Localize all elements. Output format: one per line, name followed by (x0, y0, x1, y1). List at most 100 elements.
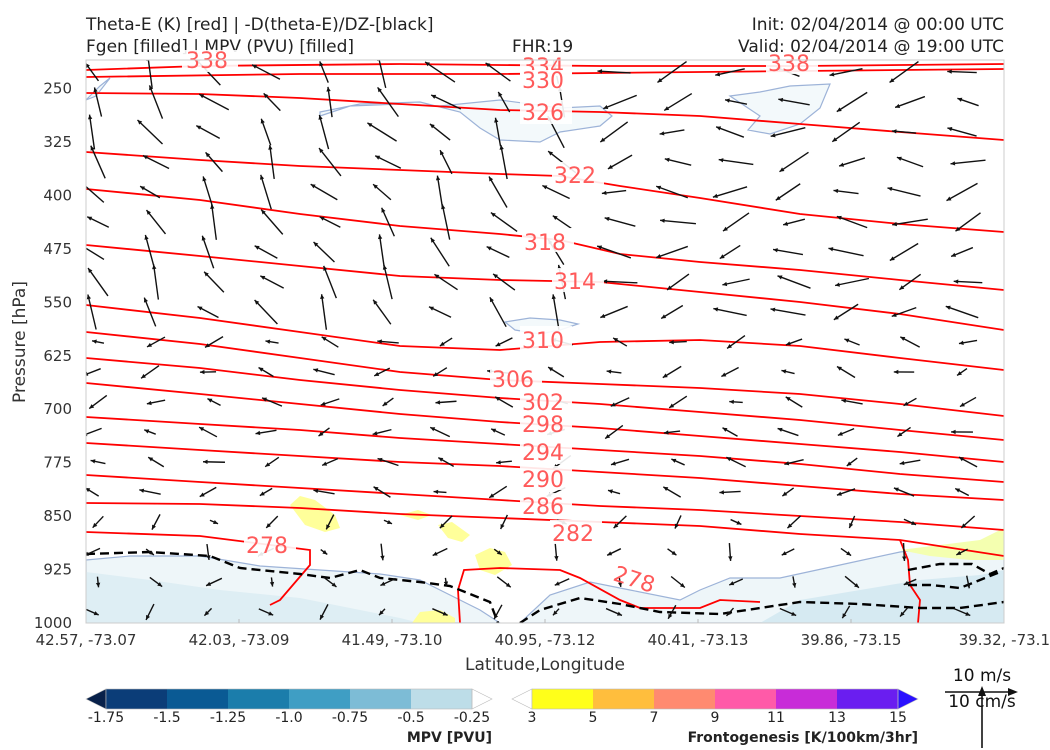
wind-vector-head (430, 427, 436, 432)
wind-vector (318, 114, 330, 150)
wind-vector-head (597, 245, 603, 250)
wind-vector (254, 299, 278, 325)
wind-vector-head (770, 307, 776, 312)
wind-vector-head (722, 226, 728, 232)
wind-vector-head (382, 264, 388, 270)
wind-vector-head (613, 523, 619, 529)
wind-vector (715, 68, 745, 76)
wind-vector-head (431, 94, 437, 99)
wind-vector-head (86, 294, 92, 300)
wind-vector-head (836, 215, 842, 220)
wind-vector-head (318, 114, 323, 120)
wind-vector-head (674, 523, 679, 529)
colorbar-tick-label: -1.25 (210, 710, 246, 726)
wind-vector (434, 273, 458, 291)
contour-label-330: 330 (522, 69, 564, 94)
wind-vector (889, 242, 919, 262)
wind-vector-head (90, 459, 96, 464)
wind-vector-head (252, 64, 258, 69)
wind-vector-head (889, 256, 895, 261)
wind-vector-head (663, 430, 669, 435)
wind-vector-head (377, 457, 383, 463)
colorbar-extend-right (897, 688, 919, 710)
title-left-line2: Fgen [filled] | MPV (PVU) [filled] (86, 37, 355, 57)
wind-vector (327, 86, 333, 118)
wind-vector-head (959, 402, 965, 407)
wind-vector-head (491, 428, 497, 433)
wind-vector-head (88, 114, 93, 120)
wind-vector-head (265, 339, 271, 344)
wind-vector-head (713, 307, 719, 312)
wind-vector-head (438, 457, 444, 462)
wind-vector (372, 299, 392, 325)
wind-vector (148, 85, 164, 119)
y-tick-label: 400 (43, 186, 72, 204)
wind-vector-head (319, 61, 324, 67)
wind-vector (718, 158, 754, 166)
wind-vector-head (607, 164, 613, 169)
wind-vector (892, 218, 928, 226)
contour-label-282: 282 (552, 522, 594, 547)
x-tick-label: 39.32, -73.1 (959, 631, 1050, 649)
y-axis-ticks: 250 325 400 475 550 625 700 775 850 925 1000 (34, 80, 72, 632)
wind-vector-head (260, 275, 266, 280)
y-tick-label: 775 (43, 454, 72, 472)
wind-vector-head (900, 336, 906, 341)
wind-vector-head (781, 369, 787, 374)
wind-vector (660, 219, 696, 225)
wind-vector-head (268, 611, 274, 616)
wind-vector-head (844, 338, 850, 343)
colorbar-extend-right (471, 688, 493, 710)
wind-vector-head (89, 404, 95, 409)
wind-vector-head (261, 209, 266, 215)
x-tick-label: 40.41, -73.13 (648, 631, 749, 649)
wind-vector-head (777, 427, 783, 432)
wind-vector-head (671, 550, 677, 556)
wind-vector-head (661, 314, 667, 319)
wind-vector (945, 305, 979, 319)
wind-vector-head (783, 221, 789, 226)
wind-vector-head (80, 182, 85, 187)
wind-vector-head (680, 582, 685, 588)
wind-vector-head (610, 402, 616, 407)
wind-vector (713, 307, 747, 317)
mpv-fill (86, 77, 1004, 623)
wind-vector-head (712, 193, 718, 198)
wind-vector-head (202, 176, 207, 182)
wind-vector-head (495, 342, 501, 347)
wind-vector-head (269, 581, 275, 587)
ref-vector-vertical-label: 10 cm/s (948, 692, 1016, 712)
wind-vector-head (669, 403, 675, 408)
contour-label-318: 318 (524, 231, 566, 256)
wind-vector-head (375, 155, 381, 160)
wind-vector (894, 95, 926, 109)
wind-vector-head (377, 87, 382, 93)
wind-vector (596, 245, 632, 259)
wind-vector-head (377, 234, 383, 240)
wind-vector-head (891, 312, 897, 317)
wind-vector (137, 119, 163, 145)
wind-vector-head (140, 186, 146, 191)
wind-vector (378, 60, 387, 89)
wind-vector-head (955, 488, 961, 493)
wind-vector-head (781, 551, 787, 556)
reference-vector-legend: 10 m/s 10 cm/s (945, 666, 1018, 748)
wind-vector (834, 277, 870, 287)
wind-vector (599, 121, 629, 143)
wind-vector (203, 271, 225, 293)
wind-vector-head (893, 487, 899, 492)
wind-vector-head (258, 367, 264, 372)
wind-vector (602, 280, 638, 284)
wind-vector-head (664, 157, 670, 163)
wind-vector (657, 60, 687, 84)
colorbar-tick-label: -0.25 (454, 710, 490, 726)
wind-vector-head (331, 582, 337, 587)
colorbar-tick-label: 13 (828, 710, 846, 726)
wind-vector-head (199, 94, 205, 99)
wind-vector-head (610, 461, 616, 466)
wind-vector (93, 87, 103, 117)
wind-vector (378, 234, 386, 270)
wind-vector (955, 212, 981, 232)
y-tick-label: 1000 (34, 614, 72, 632)
